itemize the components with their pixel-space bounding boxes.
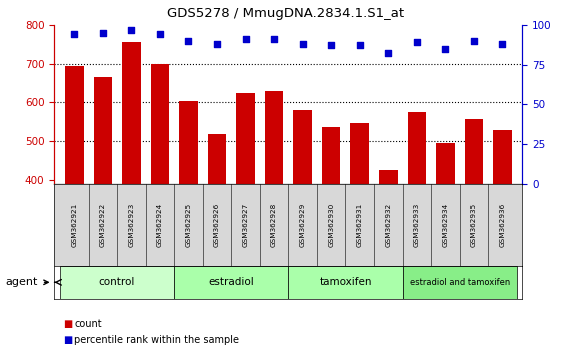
Point bbox=[127, 27, 136, 32]
Text: GSM362921: GSM362921 bbox=[71, 202, 77, 247]
Point bbox=[184, 38, 193, 44]
Bar bbox=[293, 110, 312, 184]
Text: GSM362926: GSM362926 bbox=[214, 202, 220, 247]
Point bbox=[498, 41, 507, 47]
Text: GSM362923: GSM362923 bbox=[128, 202, 134, 247]
Bar bbox=[322, 127, 340, 184]
Point bbox=[241, 36, 250, 42]
Text: GSM362927: GSM362927 bbox=[243, 202, 248, 247]
Bar bbox=[465, 119, 483, 184]
Point bbox=[270, 36, 279, 42]
Bar bbox=[403, 266, 517, 299]
Point bbox=[212, 41, 222, 47]
Text: GSM362936: GSM362936 bbox=[500, 202, 505, 247]
Text: GSM362933: GSM362933 bbox=[414, 202, 420, 247]
Point bbox=[441, 46, 450, 51]
Text: GSM362928: GSM362928 bbox=[271, 202, 277, 247]
Text: GSM362935: GSM362935 bbox=[471, 202, 477, 247]
Bar bbox=[179, 101, 198, 184]
Text: ■: ■ bbox=[63, 335, 72, 345]
Text: GSM362925: GSM362925 bbox=[186, 202, 191, 247]
Text: tamoxifen: tamoxifen bbox=[319, 277, 372, 287]
Text: GDS5278 / MmugDNA.2834.1.S1_at: GDS5278 / MmugDNA.2834.1.S1_at bbox=[167, 7, 404, 20]
Bar bbox=[493, 130, 512, 184]
Point bbox=[98, 30, 107, 35]
Bar bbox=[379, 171, 397, 184]
Text: count: count bbox=[74, 319, 102, 329]
Bar bbox=[60, 266, 174, 299]
Bar bbox=[65, 65, 83, 184]
Text: control: control bbox=[99, 277, 135, 287]
Bar bbox=[288, 266, 403, 299]
Bar bbox=[174, 266, 288, 299]
Point bbox=[327, 42, 336, 48]
Point bbox=[298, 41, 307, 47]
Text: ■: ■ bbox=[63, 319, 72, 329]
Bar bbox=[265, 91, 283, 184]
Bar bbox=[436, 143, 455, 184]
Text: percentile rank within the sample: percentile rank within the sample bbox=[74, 335, 239, 345]
Text: GSM362934: GSM362934 bbox=[443, 202, 448, 247]
Bar bbox=[408, 112, 426, 184]
Point bbox=[412, 39, 421, 45]
Point bbox=[70, 32, 79, 37]
Point bbox=[469, 38, 478, 44]
Text: GSM362932: GSM362932 bbox=[385, 202, 391, 247]
Bar bbox=[236, 93, 255, 184]
Point bbox=[355, 42, 364, 48]
Point bbox=[384, 51, 393, 56]
Text: GSM362929: GSM362929 bbox=[300, 202, 305, 247]
Bar bbox=[151, 64, 169, 184]
Text: estradiol: estradiol bbox=[208, 277, 254, 287]
Text: agent: agent bbox=[6, 277, 38, 287]
Bar bbox=[94, 77, 112, 184]
Bar bbox=[122, 42, 140, 184]
Bar bbox=[351, 123, 369, 184]
Text: GSM362922: GSM362922 bbox=[100, 202, 106, 247]
Text: GSM362924: GSM362924 bbox=[157, 202, 163, 247]
Point bbox=[155, 32, 164, 37]
Text: GSM362930: GSM362930 bbox=[328, 202, 334, 247]
Bar bbox=[208, 133, 226, 184]
Text: GSM362931: GSM362931 bbox=[357, 202, 363, 247]
Text: estradiol and tamoxifen: estradiol and tamoxifen bbox=[409, 278, 510, 287]
